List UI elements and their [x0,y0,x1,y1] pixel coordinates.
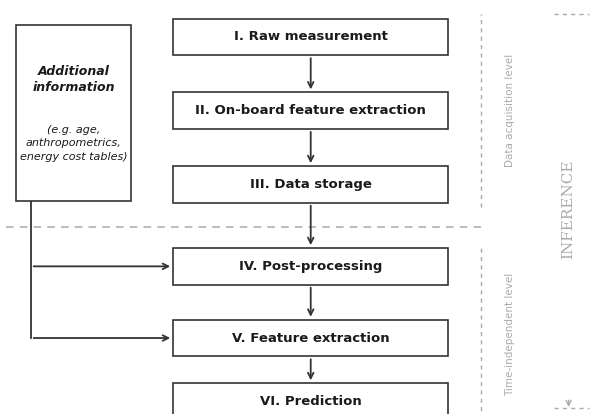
Bar [173,166,448,203]
Text: Additional
information: Additional information [32,66,115,94]
Text: (e.g. age,
anthropometrics,
energy cost tables): (e.g. age, anthropometrics, energy cost … [20,125,127,162]
Bar [173,248,448,285]
Text: VI. Prediction: VI. Prediction [260,395,362,408]
Text: I. Raw measurement: I. Raw measurement [234,31,388,43]
Text: III. Data storage: III. Data storage [250,178,372,191]
Bar [173,320,448,357]
Text: INFERENCE: INFERENCE [562,159,576,259]
Text: II. On-board feature extraction: II. On-board feature extraction [196,104,426,117]
Bar [16,25,130,201]
Bar [173,92,448,129]
Bar [173,383,448,418]
Text: Data acquisition level: Data acquisition level [505,54,515,167]
Bar [173,18,448,56]
Text: V. Feature extraction: V. Feature extraction [232,331,389,344]
Text: Time-independent level: Time-independent level [505,272,515,395]
Text: IV. Post-processing: IV. Post-processing [239,260,382,273]
